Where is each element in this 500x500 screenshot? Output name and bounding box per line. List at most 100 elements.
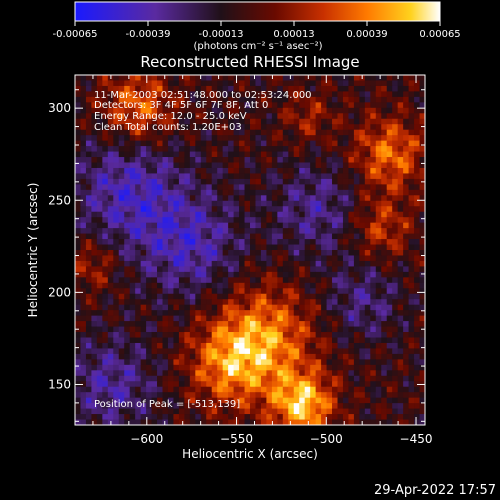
heatmap-cell	[244, 151, 251, 158]
heatmap-cell	[102, 129, 109, 136]
heatmap-cell	[310, 315, 317, 322]
heatmap-cell	[75, 91, 81, 98]
heatmap-cell	[233, 211, 240, 218]
heatmap-cell	[189, 206, 196, 213]
heatmap-cell	[326, 200, 333, 207]
heatmap-cell	[299, 200, 306, 207]
heatmap-cell	[414, 304, 420, 311]
heatmap-cell	[282, 189, 289, 196]
heatmap-cell	[288, 146, 295, 152]
heatmap-cell	[408, 244, 415, 251]
heatmap-cell	[75, 173, 81, 180]
heatmap-cell	[304, 222, 311, 229]
heatmap-cell	[381, 162, 388, 169]
heatmap-cell	[157, 304, 163, 311]
heatmap-cell	[310, 184, 317, 191]
heatmap-cell	[392, 195, 399, 202]
heatmap-cell	[310, 326, 317, 333]
heatmap-cell	[293, 80, 300, 87]
heatmap-cell	[184, 386, 191, 393]
heatmap-cell	[200, 151, 207, 158]
heatmap-cell	[140, 364, 147, 371]
heatmap-cell	[129, 397, 136, 404]
heatmap-cell	[381, 107, 388, 114]
heatmap-cell	[75, 414, 81, 420]
heatmap-cell	[135, 386, 142, 393]
heatmap-cell	[244, 288, 251, 295]
heatmap-cell	[184, 414, 191, 420]
heatmap-cell	[348, 184, 355, 191]
heatmap-cell	[381, 288, 388, 295]
heatmap-cell	[85, 326, 92, 333]
heatmap-cell	[304, 85, 311, 92]
heatmap-cell	[375, 244, 382, 251]
heatmap-cell	[255, 85, 262, 92]
heatmap-cell	[167, 359, 174, 366]
heatmap-cell	[75, 266, 81, 273]
heatmap-cell	[233, 129, 240, 136]
heatmap-cell	[173, 195, 180, 202]
heatmap-cell	[299, 167, 306, 174]
heatmap-cell	[173, 178, 180, 185]
heatmap-cell	[364, 140, 371, 147]
heatmap-cell	[178, 293, 185, 300]
heatmap-cell	[337, 167, 344, 174]
heatmap-cell	[414, 282, 420, 289]
heatmap-cell	[146, 135, 152, 142]
heatmap-cell	[184, 408, 191, 415]
heatmap-cell	[348, 288, 355, 295]
heatmap-cell	[375, 85, 382, 92]
heatmap-cell	[403, 173, 409, 180]
heatmap-cell	[375, 75, 382, 81]
heatmap-cell	[113, 140, 120, 147]
heatmap-cell	[348, 282, 355, 289]
heatmap-cell	[392, 332, 399, 338]
heatmap-cell	[178, 222, 185, 229]
heatmap-cell	[364, 151, 371, 158]
heatmap-cell	[364, 118, 371, 125]
heatmap-cell	[85, 375, 92, 382]
heatmap-cell	[397, 244, 404, 251]
heatmap-cell	[271, 271, 278, 278]
heatmap-cell	[326, 353, 333, 360]
heatmap-cell	[233, 403, 240, 409]
heatmap-cell	[75, 359, 81, 366]
heatmap-cell	[162, 250, 169, 256]
heatmap-cell	[419, 85, 425, 92]
heatmap-cell	[255, 233, 262, 240]
heatmap-cell	[113, 75, 120, 81]
heatmap-cell	[157, 315, 163, 322]
heatmap-cell	[375, 326, 382, 333]
heatmap-cell	[140, 419, 147, 425]
heatmap-cell	[414, 332, 420, 338]
heatmap-cell	[266, 370, 273, 377]
colorbar-tick-label: 0.00013	[273, 29, 314, 40]
heatmap-cell	[206, 315, 213, 322]
heatmap-cell	[107, 364, 114, 371]
heatmap-cell	[222, 184, 229, 191]
heatmap-cell	[173, 364, 180, 371]
heatmap-cell	[80, 315, 87, 322]
heatmap-cell	[102, 414, 109, 420]
heatmap-cell	[206, 288, 213, 295]
heatmap-cell	[96, 184, 103, 191]
heatmap-cell	[414, 408, 420, 415]
heatmap-cell	[151, 310, 158, 317]
heatmap-cell	[408, 364, 415, 371]
heatmap-cell	[255, 337, 262, 344]
heatmap-cell	[299, 321, 306, 327]
heatmap-cell	[217, 392, 224, 399]
heatmap-cell	[85, 113, 92, 120]
heatmap-cell	[195, 228, 202, 234]
heatmap-cell	[392, 239, 399, 245]
heatmap-cell	[85, 277, 92, 284]
heatmap-cell	[195, 255, 202, 262]
heatmap-cell	[414, 167, 420, 174]
heatmap-cell	[96, 397, 103, 404]
heatmap-cell	[293, 189, 300, 196]
heatmap-cell	[364, 91, 371, 98]
heatmap-cell	[397, 403, 404, 409]
heatmap-cell	[118, 293, 125, 300]
heatmap-cell	[359, 167, 366, 174]
heatmap-cell	[250, 353, 256, 360]
